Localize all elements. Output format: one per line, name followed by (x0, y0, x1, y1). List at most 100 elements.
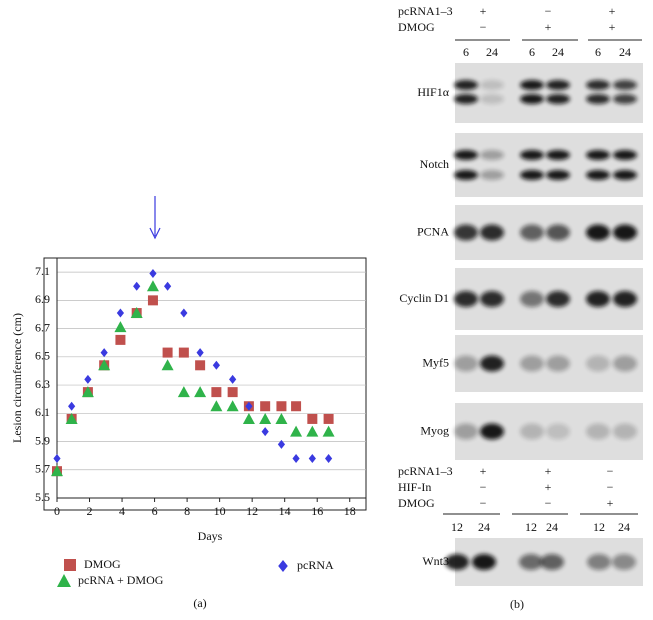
marker (116, 308, 125, 318)
band (454, 291, 478, 307)
marker (65, 412, 78, 424)
band (454, 224, 478, 241)
x-tick-label: 10 (214, 504, 226, 518)
blot-panel (455, 63, 643, 123)
y-tick-label: 5.5 (35, 490, 50, 504)
band (520, 291, 544, 307)
band (520, 94, 544, 104)
marker (292, 453, 300, 463)
marker (260, 401, 271, 412)
marker (53, 453, 61, 463)
marker (178, 347, 189, 358)
condition-label: DMOG (398, 496, 435, 510)
marker (210, 400, 223, 412)
band (454, 80, 478, 90)
band (454, 94, 478, 104)
band (586, 423, 610, 440)
marker (324, 453, 333, 463)
y-tick-label: 6.9 (35, 292, 50, 306)
band (520, 170, 544, 180)
band (613, 80, 637, 90)
band (480, 150, 504, 160)
band (613, 355, 637, 372)
marker (133, 281, 141, 291)
condition-sign: + (480, 464, 487, 478)
condition-sign: − (545, 4, 552, 18)
marker (196, 348, 204, 358)
band (454, 150, 478, 160)
time-label: 24 (478, 520, 490, 534)
legend-label: pcRNA + DMOG (78, 573, 164, 587)
band (480, 80, 504, 90)
blot-label: Notch (420, 157, 449, 171)
band (586, 291, 610, 307)
band (540, 554, 564, 570)
band (613, 150, 637, 160)
band (520, 80, 544, 90)
condition-sign: − (607, 480, 614, 494)
marker (149, 269, 157, 279)
plot-frame (43, 257, 367, 511)
condition-sign: − (480, 20, 487, 34)
marker (194, 386, 207, 398)
blot-label: Wnt3 (422, 554, 449, 568)
band (519, 554, 543, 570)
time-label: 24 (618, 520, 630, 534)
band (546, 150, 570, 160)
time-label: 24 (619, 45, 631, 59)
condition-sign: + (545, 480, 552, 494)
blot-label: HIF1α (417, 85, 449, 99)
marker (229, 374, 237, 384)
band (546, 170, 570, 180)
band (587, 554, 611, 570)
marker (177, 386, 190, 398)
band (546, 291, 570, 307)
condition-label: pcRNA1–3 (398, 464, 453, 478)
marker (51, 465, 63, 477)
band (546, 80, 570, 90)
marker (261, 427, 269, 437)
blot-panel (455, 133, 643, 197)
marker (306, 425, 319, 437)
band (480, 423, 504, 440)
time-label: 24 (552, 45, 564, 59)
marker (147, 295, 158, 306)
marker (323, 413, 334, 424)
condition-sign: + (609, 4, 616, 18)
y-tick-label: 6.1 (35, 405, 50, 419)
blot-label: Myog (420, 423, 449, 437)
condition-sign: − (480, 480, 487, 494)
y-tick-label: 6.7 (35, 320, 50, 334)
panel-caption: (a) (193, 596, 206, 610)
condition-sign: + (480, 4, 487, 18)
band (454, 355, 478, 372)
band (586, 150, 610, 160)
legend-marker (64, 559, 76, 571)
y-tick-label: 7.1 (35, 264, 50, 278)
blot-label: PCNA (417, 224, 449, 238)
band (520, 224, 544, 241)
band (480, 355, 504, 372)
marker (195, 360, 206, 371)
condition-label: HIF-In (398, 480, 431, 494)
marker (146, 280, 159, 292)
condition-sign: − (480, 496, 487, 510)
band (454, 170, 478, 180)
band (613, 224, 637, 241)
band (480, 224, 504, 241)
band (612, 554, 636, 570)
marker (84, 374, 92, 384)
x-tick-label: 18 (344, 504, 356, 518)
band (546, 423, 570, 440)
x-tick-label: 12 (246, 504, 258, 518)
marker (100, 348, 108, 358)
marker (227, 387, 238, 398)
y-tick-label: 6.3 (35, 377, 50, 391)
marker (259, 412, 272, 424)
marker (276, 401, 287, 412)
legend-marker (278, 560, 288, 572)
band (480, 94, 504, 104)
band (445, 554, 469, 570)
band (613, 291, 637, 307)
time-label: 6 (595, 45, 601, 59)
